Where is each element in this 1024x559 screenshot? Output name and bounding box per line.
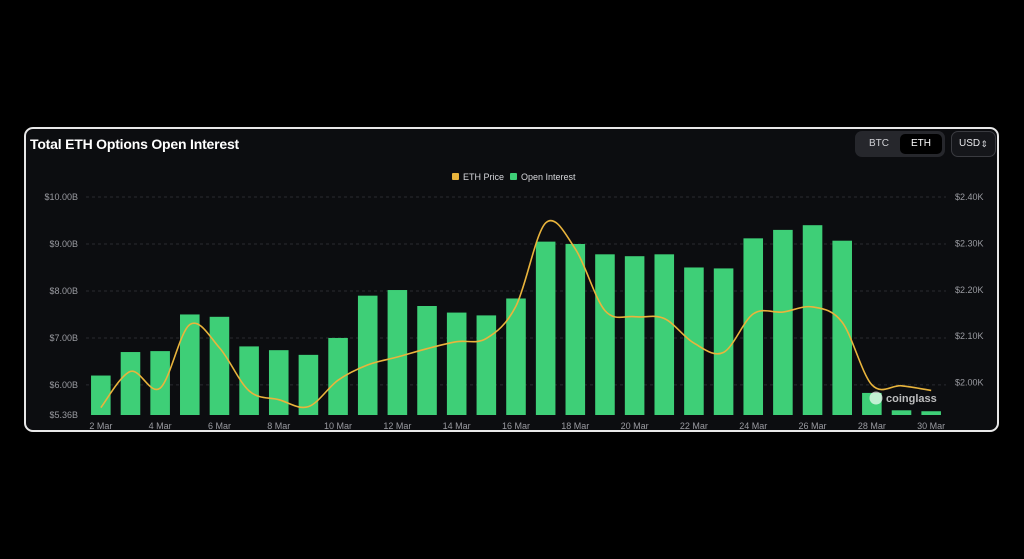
bar [595,254,615,415]
x-tick-label: 14 Mar [443,421,471,431]
bar [357,295,378,415]
bar [684,267,704,415]
legend-label: Open Interest [521,172,576,182]
x-tick-label: 4 Mar [149,421,172,431]
bar [150,351,170,415]
bar [180,314,200,415]
bar [802,225,823,415]
bar [743,238,764,415]
bar [891,410,912,415]
updown-chevron-icon: ⇕ [980,139,988,149]
x-tick-label: 18 Mar [561,421,589,431]
x-tick-label: 2 Mar [89,421,112,431]
y-right-tick-label: $2.20K [955,285,984,295]
bar [268,350,289,415]
y-right-tick-label: $2.30K [955,238,984,248]
bar [446,312,467,415]
y-left-tick-label: $9.00B [49,239,78,249]
legend-label: ETH Price [463,172,504,182]
bar [328,337,348,415]
page-title: Total ETH Options Open Interest [30,136,239,152]
bar [120,352,141,415]
y-left-tick-label: $8.00B [49,286,78,296]
bar [654,254,675,415]
bar [209,316,230,415]
x-tick-label: 20 Mar [621,421,649,431]
x-tick-label: 22 Mar [680,421,708,431]
y-left-tick-label: $10.00B [44,192,78,202]
legend-swatch [452,173,459,180]
bar [832,240,852,415]
bar [387,290,408,415]
bar [535,241,556,415]
bar [298,354,319,415]
y-left-tick-label: $5.36B [49,410,78,420]
y-right-tick-label: $2.40K [955,192,984,202]
bar [624,256,645,415]
x-tick-label: 24 Mar [739,421,767,431]
series-line-eth-price [100,219,932,409]
bar [713,268,734,415]
tab-btc[interactable]: BTC [869,138,889,149]
x-tick-label: 10 Mar [324,421,352,431]
tab-eth[interactable]: ETH [900,134,942,154]
y-right-tick-label: $2.00K [955,378,984,388]
x-tick-label: 26 Mar [799,421,827,431]
bar [921,411,941,415]
y-left-tick-label: $7.00B [49,333,78,343]
bar [773,229,793,415]
bar [91,375,111,415]
x-tick-label: 12 Mar [383,421,411,431]
x-tick-label: 30 Mar [917,421,945,431]
coinglass-logo-icon [869,391,883,405]
currency-select[interactable]: USD ⇕ [951,131,996,157]
watermark-text: coinglass [886,393,937,405]
currency-value: USD [959,138,981,149]
x-tick-label: 16 Mar [502,421,530,431]
bar [565,243,586,415]
bar [417,306,437,415]
x-tick-label: 28 Mar [858,421,886,431]
asset-toggle: BTC ETH [855,131,945,157]
legend-swatch [510,173,517,180]
watermark: coinglass [869,391,937,405]
bar [506,298,526,415]
bar [239,346,259,415]
y-left-tick-label: $6.00B [49,380,78,390]
x-tick-label: 6 Mar [208,421,231,431]
y-right-tick-label: $2.10K [955,331,984,341]
x-tick-label: 8 Mar [267,421,290,431]
legend: ETH Price Open Interest [452,172,576,182]
bar [476,315,497,415]
